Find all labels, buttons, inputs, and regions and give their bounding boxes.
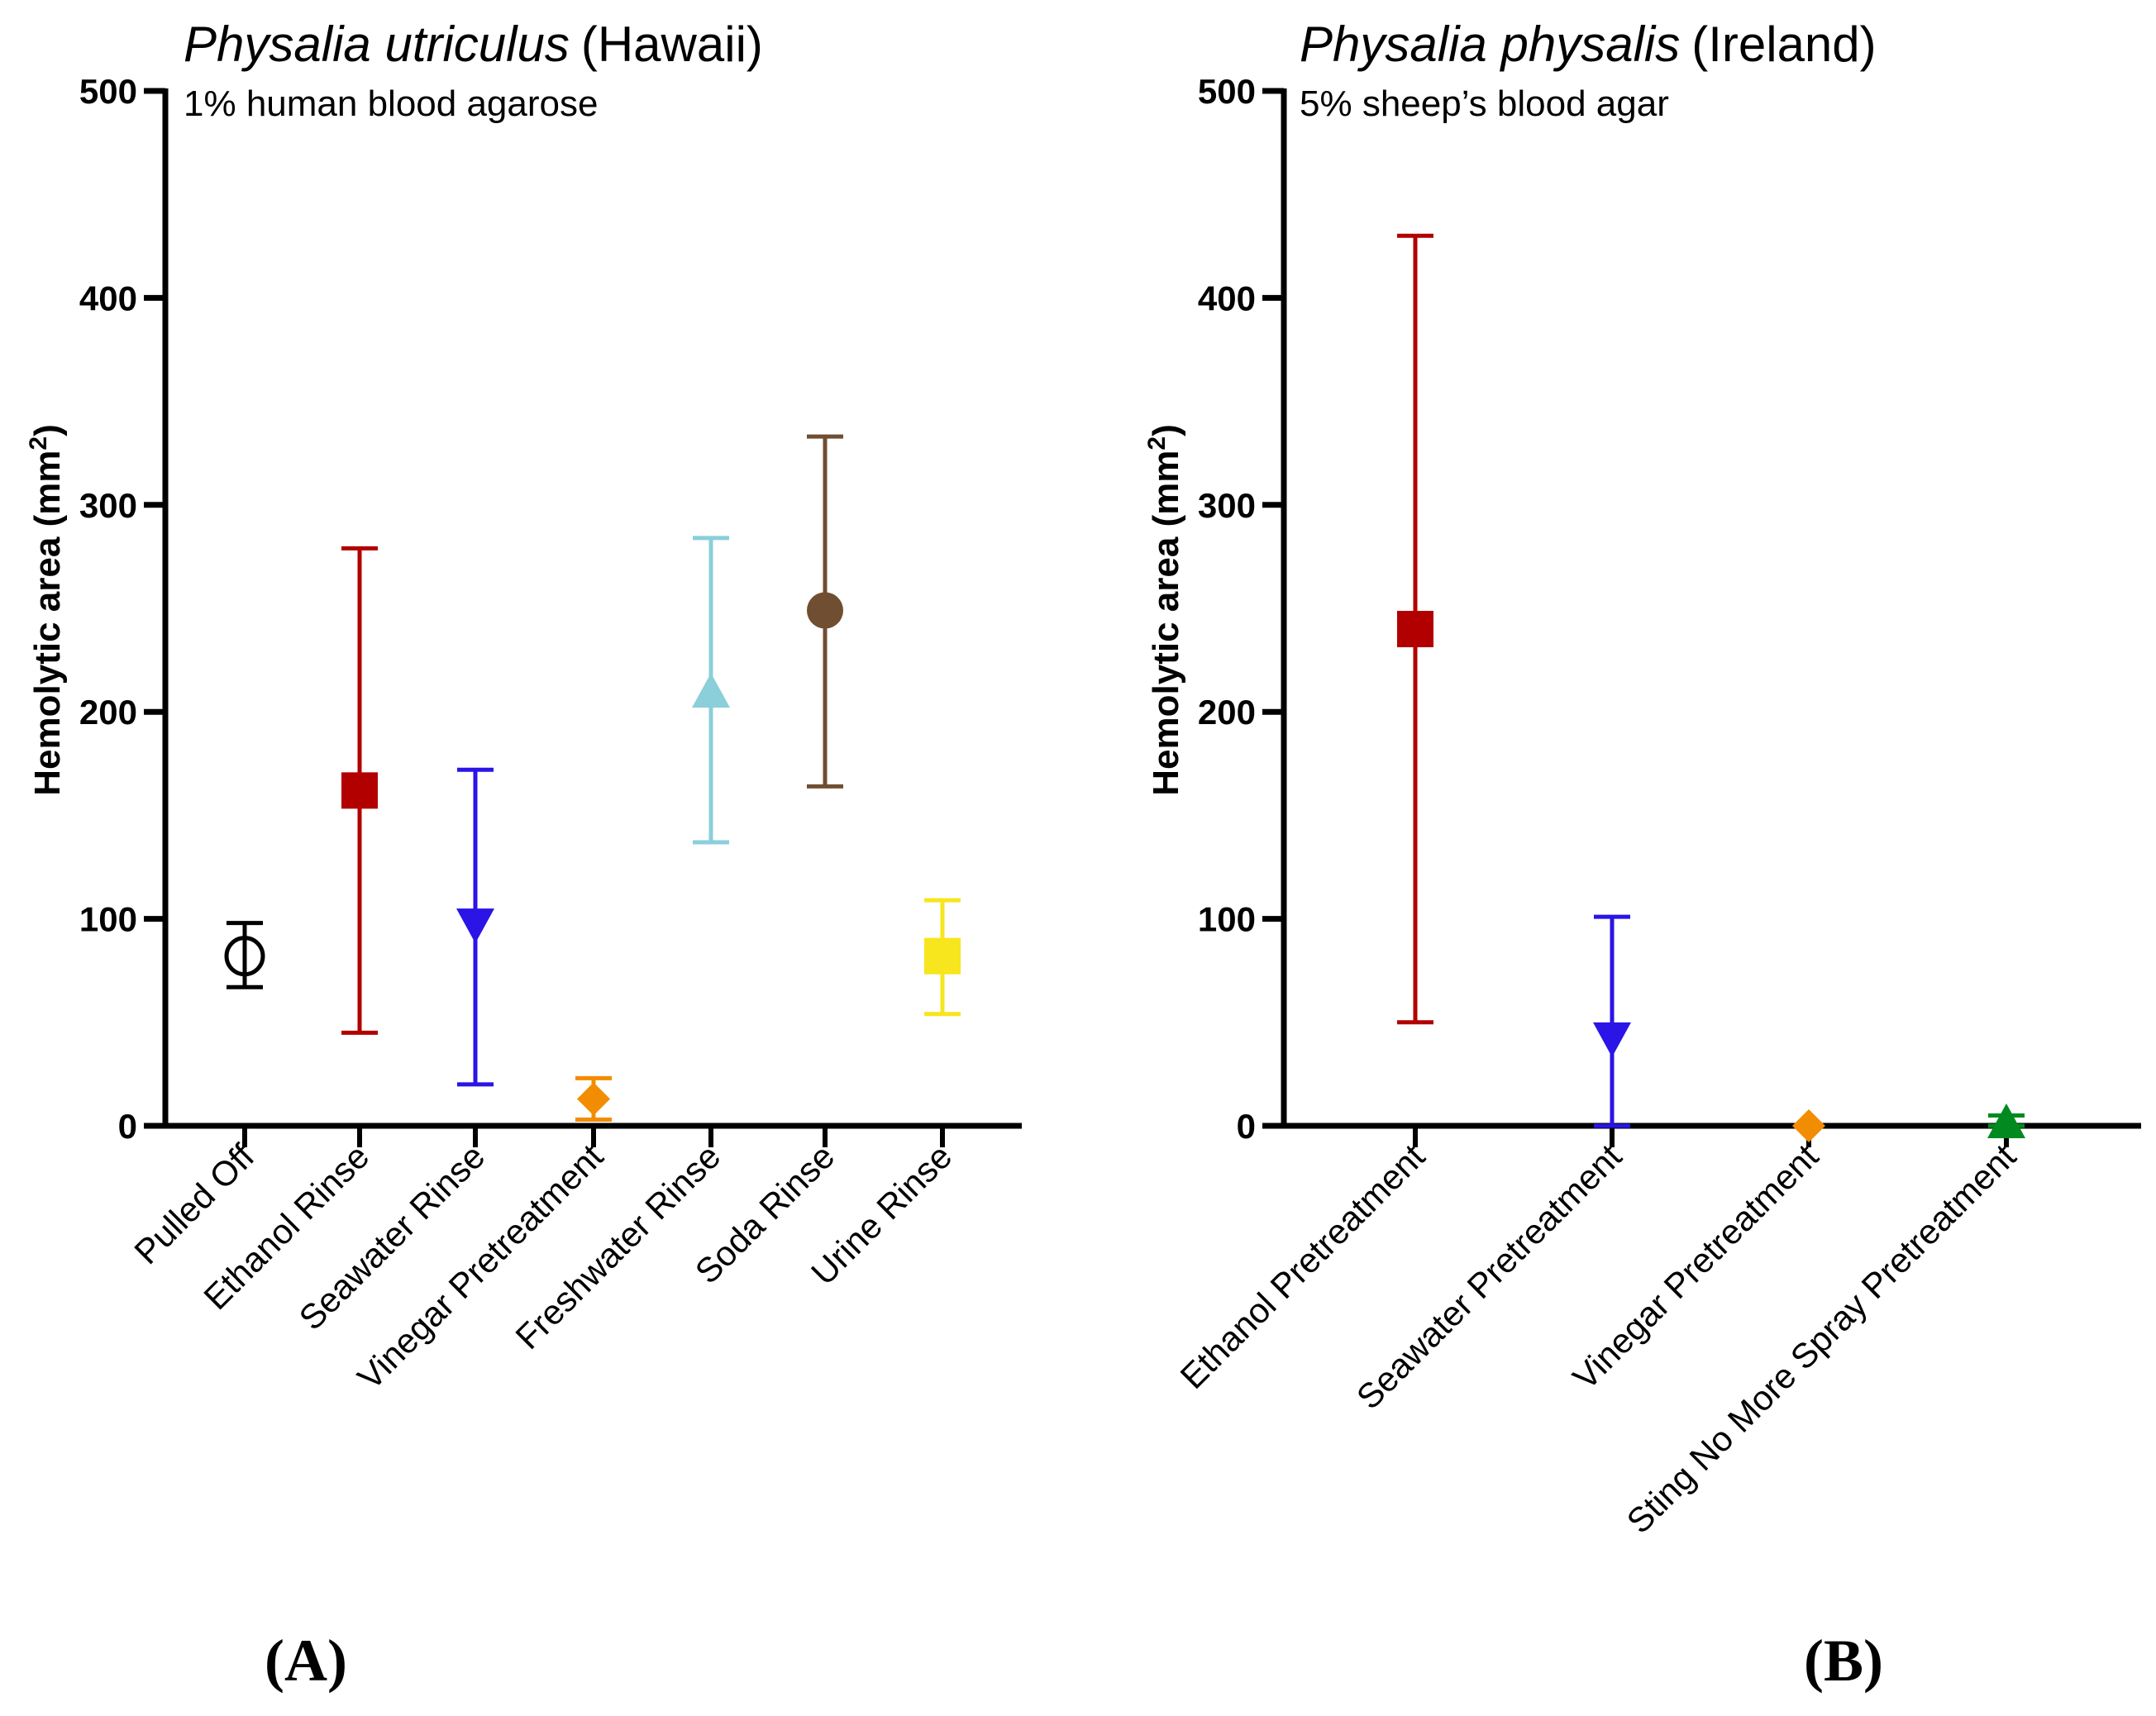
panel-a-title: Physalia utriculus (Hawaii) <box>184 17 763 72</box>
panel-b-data-point <box>1397 611 1433 648</box>
panel-a-data-point <box>456 908 494 944</box>
panel-b-y-tick-label: 500 <box>1198 72 1256 111</box>
panel-b-y-tick-label: 400 <box>1198 279 1256 317</box>
panel-a-y-tick-label: 100 <box>79 900 137 939</box>
panel-a-data-point <box>924 937 961 975</box>
panel-a-y-tick-label: 300 <box>79 486 137 525</box>
panel-b-data-point <box>1593 1022 1631 1057</box>
panel-a-label: (A) <box>265 1628 347 1694</box>
panel-b: Physalia physalis (Ireland) 5% sheep’s bl… <box>1143 17 2141 1694</box>
panel-a-data-point <box>807 592 843 629</box>
panel-b-data-point <box>1987 1103 2025 1138</box>
panel-b-category-label: Sting No More Spray Pretreatment <box>1619 1137 2024 1541</box>
panel-a-y-axis-label: Hemolytic area (mm2) <box>25 424 68 796</box>
panel-a-data-point <box>224 936 265 977</box>
panel-a-y-axis-label-main: Hemolytic area (mm <box>27 450 68 796</box>
panel-b-y-tick-label: 300 <box>1198 486 1256 525</box>
panel-a-y-tick-label: 500 <box>79 72 137 111</box>
panel-b-y-axis-label-end: ) <box>1146 424 1186 436</box>
panel-a-y-tick-label: 200 <box>79 693 137 732</box>
panel-b-title-species: Physalia physalis <box>1300 17 1680 72</box>
panel-b-y-axis-label-main: Hemolytic area (mm <box>1146 450 1186 796</box>
panel-b-title: Physalia physalis (Ireland) <box>1300 17 1877 72</box>
panel-a-data-point <box>577 1082 610 1116</box>
panel-a-y-tick-label: 400 <box>79 279 137 317</box>
panel-b-y-tick-label: 0 <box>1237 1107 1256 1146</box>
panel-a-subtitle: 1% human blood agarose <box>184 83 598 124</box>
panel-a-y-axis-label-end: ) <box>27 424 68 436</box>
panel-b-data-point <box>1792 1109 1825 1142</box>
panel-a-title-location: (Hawaii) <box>581 17 763 72</box>
panel-a-title-species: Physalia utriculus <box>184 17 570 72</box>
panel-a-data-point <box>341 772 378 809</box>
panel-a-y-axis-label-sup: 2 <box>25 436 52 450</box>
panel-b-y-tick-label: 100 <box>1198 900 1256 939</box>
panel-b-subtitle: 5% sheep’s blood agar <box>1300 83 1669 124</box>
panel-b-y-tick-label: 200 <box>1198 693 1256 732</box>
panel-a-data-point <box>692 673 730 708</box>
panel-a-category-label: Freshwater Rinse <box>508 1137 727 1356</box>
panel-a-y-tick-label: 0 <box>118 1107 137 1146</box>
panel-a: Physalia utriculus (Hawaii) 1% human bloo… <box>25 17 1022 1694</box>
panel-b-y-axis-label: Hemolytic area (mm2) <box>1143 424 1186 796</box>
panel-b-title-location: (Ireland) <box>1691 17 1876 72</box>
panel-b-label: (B) <box>1804 1628 1883 1694</box>
panel-b-y-axis-label-sup: 2 <box>1143 436 1171 450</box>
